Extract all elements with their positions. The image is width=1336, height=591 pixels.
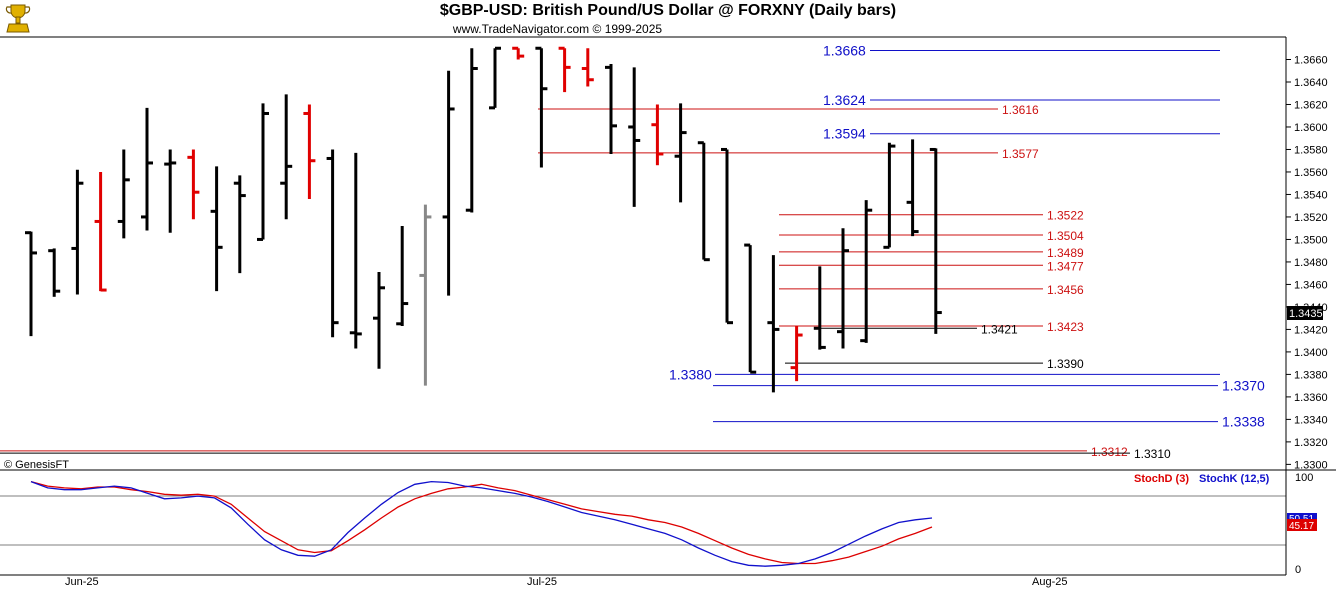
y-tick-label-3: 1.3360 [1294,392,1328,404]
level-label-8: 1.3522 [1047,209,1084,223]
x-label-jun: Jun-25 [65,576,99,588]
price-bar-6 [164,149,177,233]
price-bar-4 [117,149,130,239]
level-label-17: 1.3310 [1134,447,1171,461]
price-bar-37 [883,142,896,249]
price-bar-19 [465,48,478,213]
price-bar-35 [837,228,849,349]
y-tick-label-0: 1.3300 [1294,459,1328,471]
y-tick-label-10: 1.3500 [1294,234,1328,246]
x-label-jul: Jul-25 [527,576,557,588]
stoch-axis-0: 0 [1295,564,1301,576]
y-tick-label-11: 1.3520 [1294,212,1328,224]
y-tick-label-14: 1.3580 [1294,144,1328,156]
stoch-d-value-tag: 45.17 [1289,521,1314,532]
price-bar-24 [581,48,594,87]
y-tick-label-6: 1.3420 [1294,324,1328,336]
chart-title: $GBP-USD: British Pound/US Dollar @ FORX… [439,2,897,19]
y-tick-label-16: 1.3620 [1294,99,1328,111]
level-label-0: 1.3668 [823,42,866,58]
price-bar-29 [697,141,710,262]
price-bar-18 [442,70,455,296]
y-tick-label-2: 1.3340 [1294,414,1328,426]
trophy-logo-icon [5,4,31,33]
price-bars [25,46,942,393]
level-label-10: 1.3489 [1047,246,1084,260]
price-bar-38 [906,139,919,237]
level-label-2: 1.3594 [823,126,866,142]
price-bar-8 [210,166,223,292]
y-tick-label-8: 1.3460 [1294,279,1328,291]
stoch-line-0 [30,480,933,565]
stoch-d-legend: StochD (3) [1134,473,1189,485]
stochastic-panel: StochD (3) StochK (12,5) 100 0 50.51 45.… [30,472,1317,576]
price-bar-5 [141,107,153,231]
price-bar-1 [48,248,61,297]
price-bar-39 [929,147,942,334]
y-tick-label-9: 1.3480 [1294,257,1328,269]
x-label-aug: Aug-25 [1032,576,1067,588]
price-bar-17 [419,204,432,386]
y-tick-label-18: 1.3660 [1294,54,1328,66]
price-bar-3 [94,171,107,292]
price-bar-36 [860,200,873,343]
price-bar-25 [605,63,617,154]
level-label-7: 1.3577 [1002,147,1039,161]
y-tick-label-17: 1.3640 [1294,77,1328,89]
last-price-tag: 1.3435 [1287,306,1323,320]
level-label-16: 1.3390 [1047,357,1084,371]
level-label-6: 1.3616 [1002,103,1039,117]
level-label-3: 1.3380 [669,366,712,382]
price-bar-34 [813,266,826,350]
price-bar-0 [25,231,37,337]
stoch-k-legend: StochK (12,5) [1199,473,1270,485]
y-tick-label-5: 1.3400 [1294,347,1328,359]
price-bar-23 [558,46,571,93]
price-bar-30 [721,147,733,325]
level-label-5: 1.3338 [1222,414,1265,430]
price-bar-14 [349,152,362,349]
last-price-label: 1.3435 [1289,308,1323,320]
watermark-label: © GenesisFT [4,459,69,471]
price-bar-9 [233,175,246,274]
price-bar-12 [303,104,316,199]
price-bar-22 [535,46,548,168]
chart-subtitle: www.TradeNavigator.com © 1999-2025 [452,22,663,36]
y-tick-label-15: 1.3600 [1294,122,1328,134]
price-bar-11 [280,94,293,220]
y-tick-label-4: 1.3380 [1294,369,1328,381]
price-bar-31 [744,243,757,374]
price-bar-20 [489,46,501,110]
level-label-14: 1.3312 [1091,445,1128,459]
stoch-line-1 [30,480,933,567]
price-bar-27 [651,104,664,166]
date-axis: Jun-25 Jul-25 Aug-25 [65,576,1067,588]
level-label-12: 1.3456 [1047,283,1084,297]
price-bar-7 [187,149,200,220]
price-bar-26 [628,67,641,207]
level-label-15: 1.3421 [981,322,1018,336]
price-bar-32 [767,255,780,393]
support-resistance-levels: 1.3668 1.3624 1.3594 1.3380 1.3370 1.3338 1.36… [0,42,1265,461]
price-bar-33 [790,326,803,382]
price-axis: 1.3300 1.3320 1.3340 1.3360 1.3380 1.3400 1.34… [1286,54,1328,471]
price-bar-28 [674,103,687,203]
y-tick-label-13: 1.3560 [1294,167,1328,179]
price-bar-2 [71,169,84,295]
level-label-1: 1.3624 [823,92,866,108]
level-label-9: 1.3504 [1047,229,1084,243]
level-label-4: 1.3370 [1222,378,1265,394]
price-bar-16 [396,225,409,327]
price-bar-21 [512,46,525,60]
y-tick-label-12: 1.3540 [1294,189,1328,201]
price-bar-15 [373,272,385,369]
y-tick-label-1: 1.3320 [1294,437,1328,449]
stoch-axis-100: 100 [1295,472,1313,484]
level-label-13: 1.3423 [1047,320,1084,334]
price-bar-13 [326,149,339,338]
price-bar-10 [257,103,269,241]
level-label-11: 1.3477 [1047,259,1084,273]
